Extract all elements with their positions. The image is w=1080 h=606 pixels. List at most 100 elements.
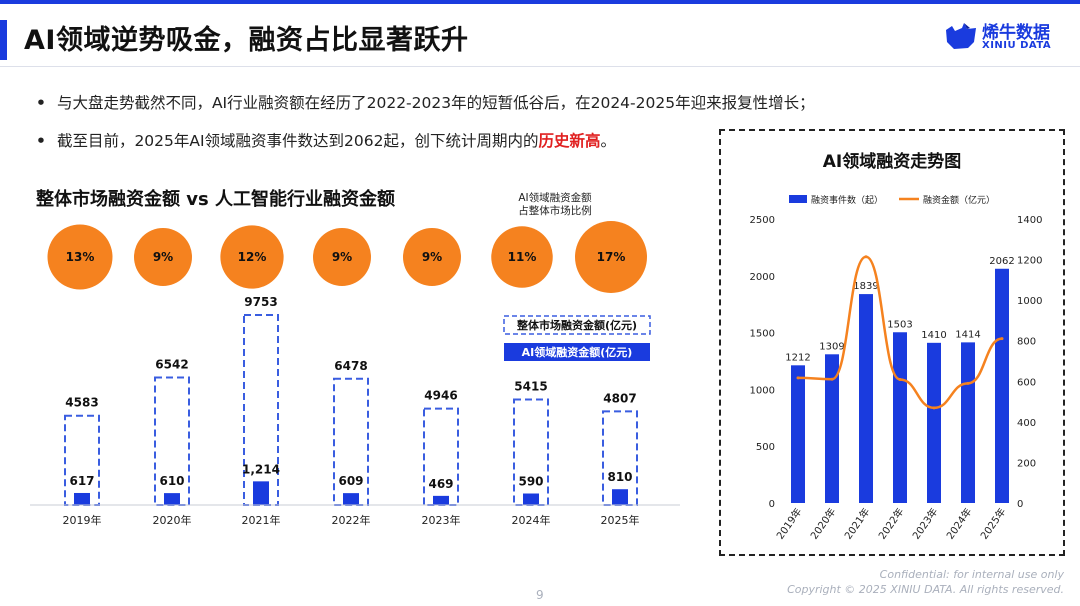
x-tick-label: 2023年 — [909, 505, 940, 541]
ai-value-label: 1,214 — [242, 462, 280, 476]
x-tick-label: 2019年 — [773, 505, 804, 541]
ratio-circle — [134, 228, 192, 286]
overall-value-label: 4946 — [424, 389, 457, 403]
events-value-label: 1839 — [853, 281, 878, 292]
right-right-axis-ticks: 0 200 400 600 800 1000 1200 1400 — [1017, 215, 1042, 510]
ratio-label: 9% — [153, 250, 173, 264]
right-chart-frame — [719, 129, 1065, 556]
events-bar — [961, 342, 975, 503]
bullet-1-text: 与大盘走势截然不同，AI行业融资额在经历了2022-2023年的短暂低谷后，在2… — [56, 94, 815, 112]
x-tick-label: 2021年 — [841, 505, 872, 541]
ai-bar — [74, 492, 90, 505]
top-accent-bar — [0, 0, 1080, 4]
right-line-series — [796, 255, 1004, 410]
ratio-circle — [575, 221, 647, 293]
bullet-2-text: 截至目前，2025年AI领域融资事件数达到2062起，创下统计周期内的 — [56, 132, 539, 150]
ai-bar — [343, 493, 359, 505]
x-tick-label: 2020年 — [807, 505, 838, 541]
amount-point — [830, 377, 834, 381]
rhino-logo-icon — [946, 23, 976, 49]
left-chart-title: 整体市场融资金额 vs 人工智能行业融资金额 — [36, 189, 395, 210]
events-bar — [893, 332, 907, 503]
ai-value-label: 810 — [607, 470, 632, 484]
ratio-circle — [220, 225, 284, 289]
events-value-label: 1414 — [955, 329, 980, 340]
bullet-dot: • — [36, 94, 46, 112]
ai-bar — [523, 493, 539, 505]
ratio-caption-line-1: AI领域融资金额 — [518, 192, 592, 204]
bullet-2-end: 。 — [600, 132, 617, 150]
overall-bar — [513, 398, 549, 506]
ratio-label: 12% — [238, 250, 267, 264]
ratio-circle — [491, 226, 553, 288]
legend-overall-swatch — [503, 315, 651, 335]
right-x-labels: 2019年 2020年 2021年 2022年 2023年 2024年 2025年 — [773, 505, 1008, 541]
ratio-label: 9% — [332, 250, 352, 264]
ratio-label: 17% — [597, 250, 626, 264]
ratio-circles: 13% 9% 12% 9% 9% 11% 17% — [47, 221, 647, 293]
x-tick-label: 2025年 — [601, 513, 640, 527]
overall-value-label: 4807 — [603, 391, 636, 405]
ratio-circle — [403, 228, 461, 286]
overall-value-label: 4583 — [65, 396, 98, 410]
events-bar — [995, 268, 1009, 503]
events-value-label: 1410 — [921, 330, 946, 341]
legend-events-swatch — [789, 195, 807, 203]
overall-value-label: 5415 — [514, 380, 547, 394]
x-tick-label: 2020年 — [153, 513, 192, 527]
legend-ai-label: AI领域融资金额(亿元) — [522, 345, 633, 359]
ai-value-label: 590 — [518, 475, 543, 489]
ai-bar — [433, 495, 449, 505]
right-chart-title: AI领域融资走势图 — [823, 151, 961, 172]
ratio-label: 11% — [508, 250, 537, 264]
footer-copyright: Copyright © 2025 XINIU DATA. All rights … — [787, 583, 1064, 596]
amount-point — [966, 381, 970, 385]
overall-value-label: 9753 — [244, 295, 277, 309]
right-axis-tick: 200 — [1017, 458, 1036, 469]
logo-subtitle: XINIU DATA — [982, 40, 1052, 51]
events-bar — [791, 365, 805, 503]
ai-value-label: 469 — [428, 477, 453, 491]
amount-point — [864, 255, 868, 259]
x-tick-label: 2022年 — [332, 513, 371, 527]
brand-logo: 烯牛数据 XINIU DATA — [944, 18, 1064, 56]
amount-point — [796, 376, 800, 380]
x-tick-label: 2022年 — [875, 505, 906, 541]
left-axis-tick: 0 — [769, 499, 775, 510]
x-tick-label: 2024年 — [512, 513, 551, 527]
amount-point — [1000, 337, 1004, 341]
ai-bar — [253, 481, 269, 505]
right-axis-tick: 800 — [1017, 337, 1036, 348]
header-divider — [0, 66, 1080, 67]
right-axis-tick: 1200 — [1017, 256, 1042, 267]
left-axis-tick: 2000 — [750, 272, 775, 283]
ai-value-label: 609 — [338, 474, 363, 488]
ai-bar — [164, 493, 180, 505]
left-axis-tick: 500 — [756, 442, 775, 453]
left-axis-tick: 1000 — [750, 385, 775, 396]
legend-events-label: 融资事件数（起） — [811, 194, 883, 206]
x-tick-label: 2024年 — [943, 505, 974, 541]
bullet-dot: • — [36, 132, 46, 150]
ai-value-label: 617 — [69, 474, 94, 488]
right-axis-tick: 1000 — [1017, 296, 1042, 307]
ratio-label: 13% — [66, 250, 95, 264]
right-axis-tick: 400 — [1017, 418, 1036, 429]
events-bar — [859, 294, 873, 503]
bullet-1: • 与大盘走势截然不同，AI行业融资额在经历了2022-2023年的短暂低谷后，… — [36, 91, 815, 113]
legend-amount-label: 融资金额（亿元） — [923, 194, 995, 206]
footer-confidential: Confidential: for internal use only — [879, 568, 1064, 581]
right-legend: 融资事件数（起） 融资金额（亿元） — [789, 194, 995, 206]
x-tick-label: 2019年 — [63, 513, 102, 527]
legend-ai-swatch — [504, 343, 650, 361]
amount-point — [932, 406, 936, 410]
events-bar — [825, 354, 839, 503]
ai-value-label: 610 — [159, 474, 184, 488]
events-value-label: 2062 — [989, 256, 1014, 267]
left-x-labels: 2019年 2020年 2021年 2022年 2023年 2024年 2025年 — [63, 513, 640, 527]
page-title: AI领域逆势吸金，融资占比显著跃升 — [24, 25, 469, 56]
left-chart: 13% 9% 12% 9% 9% 11% 17% 4583 617 6542 610 9753 1,2… — [30, 221, 680, 527]
left-axis-tick: 2500 — [750, 215, 775, 226]
bullet-2-highlight: 历史新高 — [538, 132, 601, 150]
ratio-label: 9% — [422, 250, 442, 264]
